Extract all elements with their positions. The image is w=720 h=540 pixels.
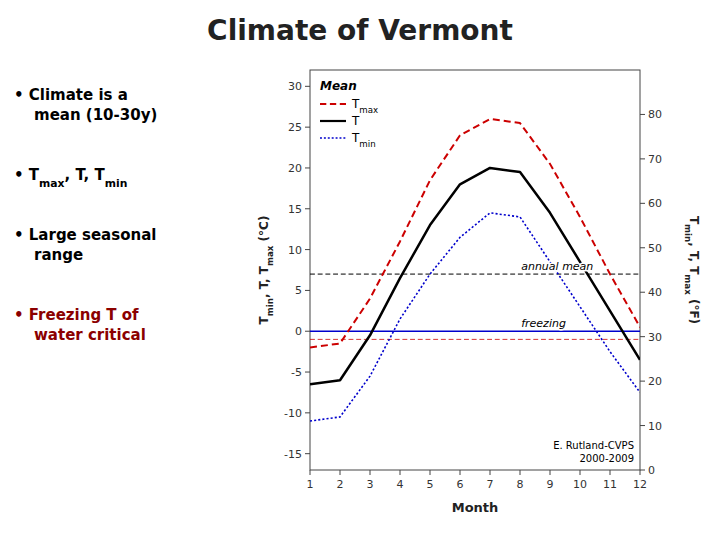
- y-tick: [305, 453, 310, 454]
- legend-label: T: [351, 114, 360, 128]
- y-tick-label: 20: [288, 162, 302, 175]
- x-tick-label: 7: [487, 478, 494, 491]
- y-tick-label: -15: [284, 448, 302, 461]
- legend-swatch: [320, 103, 346, 105]
- credit: 2000-2009: [579, 453, 634, 464]
- x-tick: [400, 470, 401, 475]
- x-tick-label: 3: [367, 478, 374, 491]
- series-line: [310, 168, 640, 384]
- note-text: • Freezing T of: [14, 306, 139, 324]
- y2-tick: [640, 470, 645, 471]
- x-tick-label: 11: [603, 478, 617, 491]
- legend-label: Tmin: [351, 131, 376, 149]
- x-tick-label: 1: [307, 478, 314, 491]
- plot-area: [310, 119, 640, 421]
- y2-tick-label: 30: [648, 331, 662, 344]
- legend: Mean TmaxT Tmin: [320, 79, 378, 149]
- legend-swatch: [320, 120, 346, 122]
- y2-tick-label: 70: [648, 153, 662, 166]
- x-tick-label: 8: [517, 478, 524, 491]
- x-tick: [520, 470, 521, 475]
- y-tick: [305, 372, 310, 373]
- x-tick-label: 6: [457, 478, 464, 491]
- y2-tick: [640, 425, 645, 426]
- y2-tick-label: 20: [648, 375, 662, 388]
- x-tick: [640, 470, 641, 475]
- x-tick-label: 4: [397, 478, 404, 491]
- reference-line: [310, 330, 640, 332]
- reference-line: [310, 339, 640, 340]
- y-tick: [305, 412, 310, 413]
- y2-tick: [640, 247, 645, 248]
- y-tick: [305, 86, 310, 87]
- note-text: • Large seasonal: [14, 226, 156, 244]
- y-tick-label: 25: [288, 121, 302, 134]
- x-tick-label: 9: [547, 478, 554, 491]
- y2-tick-label: 80: [648, 108, 662, 121]
- chart: Climate of Vermont • Climate is a mean (10…: [0, 0, 720, 540]
- note-text: mean (10-30y): [34, 106, 157, 124]
- annotation: freezing: [521, 317, 566, 330]
- series-line: [310, 119, 640, 348]
- title: Climate of Vermont: [207, 14, 513, 47]
- legend-label: Tmax: [351, 97, 378, 115]
- y-tick-label: 5: [295, 284, 302, 297]
- x-tick-label: 12: [633, 478, 647, 491]
- x-tick: [430, 470, 431, 475]
- y2-tick: [640, 292, 645, 293]
- x-tick-label: 10: [573, 478, 587, 491]
- x-tick: [370, 470, 371, 475]
- y2-tick: [640, 158, 645, 159]
- x-tick: [340, 470, 341, 475]
- y2-tick-label: 50: [648, 242, 662, 255]
- x-tick: [580, 470, 581, 475]
- credit: E. Rutland-CVPS: [553, 440, 634, 451]
- x-tick: [460, 470, 461, 475]
- y2-tick: [640, 336, 645, 337]
- y2-tick: [640, 203, 645, 204]
- y-tick-label: 10: [288, 244, 302, 257]
- y-tick-label: 30: [288, 80, 302, 93]
- y-tick: [305, 167, 310, 168]
- y-tick-label: -10: [284, 407, 302, 420]
- y2-tick-label: 40: [648, 286, 662, 299]
- note-text: • Climate is a: [14, 86, 128, 104]
- note-text: range: [34, 246, 83, 264]
- y-tick: [305, 127, 310, 128]
- y2-tick: [640, 114, 645, 115]
- legend-swatch: [320, 137, 346, 139]
- reference-line: [310, 274, 640, 275]
- y-tick: [305, 331, 310, 332]
- series-line: [310, 213, 640, 421]
- y-tick-label: -5: [291, 366, 302, 379]
- x-axis-label: Month: [452, 500, 499, 515]
- x-tick: [310, 470, 311, 475]
- y2-tick-label: 10: [648, 420, 662, 433]
- x-tick: [490, 470, 491, 475]
- y-tick: [305, 249, 310, 250]
- y-tick-label: 15: [288, 203, 302, 216]
- legend-title: Mean: [320, 79, 357, 93]
- y2-tick: [640, 381, 645, 382]
- x-tick-label: 5: [427, 478, 434, 491]
- y2-tick-label: 0: [648, 464, 655, 477]
- y-tick-label: 0: [295, 325, 302, 338]
- y2-axis-label: Tmin, T, Tmax (°F): [683, 216, 701, 324]
- x-tick: [550, 470, 551, 475]
- y-tick: [305, 290, 310, 291]
- plot-frame: [310, 70, 640, 470]
- note-text: water critical: [34, 326, 146, 344]
- y-axis-label: Tmin, T, Tmax (°C): [257, 216, 275, 325]
- y-tick: [305, 208, 310, 209]
- x-tick-label: 2: [337, 478, 344, 491]
- y2-tick-label: 60: [648, 197, 662, 210]
- note-text: • Tmax, T, Tmin: [14, 166, 127, 190]
- x-tick: [610, 470, 611, 475]
- annotation: annual mean: [521, 260, 593, 273]
